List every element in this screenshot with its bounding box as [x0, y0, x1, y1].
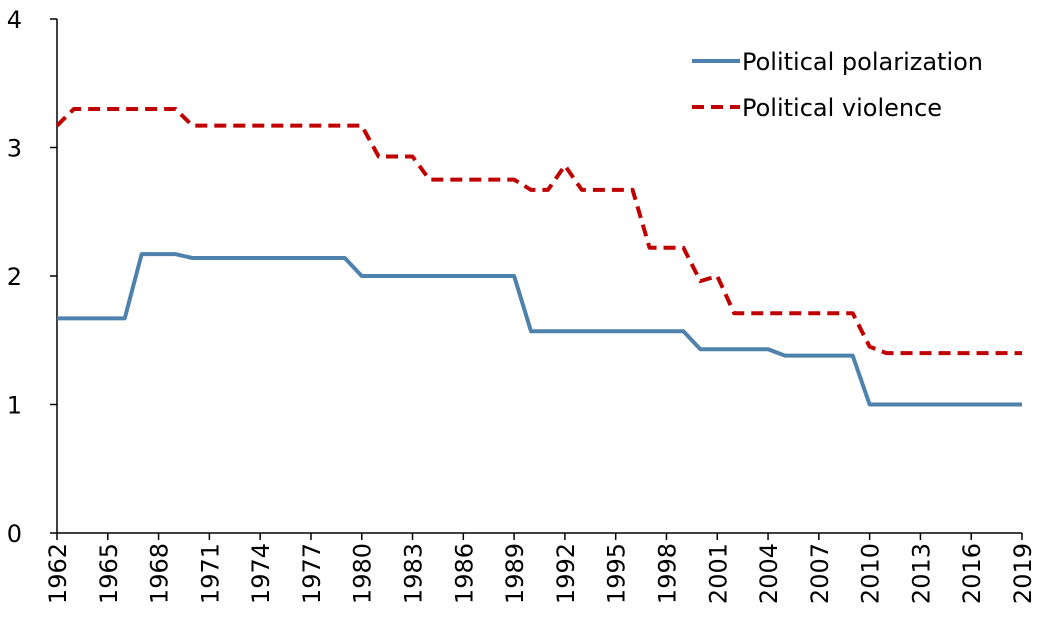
x-tick-label: 2007: [806, 543, 834, 604]
x-tick-label: 2016: [958, 543, 986, 604]
x-tick-label: 1968: [146, 543, 174, 604]
x-tick-label: 1992: [552, 543, 580, 604]
x-tick-label: 1986: [450, 543, 478, 604]
data-line: [57, 252, 1022, 407]
x-tick-label: 1995: [603, 543, 631, 604]
x-tick-label: 2004: [755, 543, 783, 604]
x-tick-label: 1983: [400, 543, 428, 604]
y-tick-label: 3: [7, 135, 22, 163]
y-tick-label: 4: [7, 6, 22, 34]
x-tick-label: 2013: [907, 543, 935, 604]
data-line: [55, 106, 1022, 356]
x-tick-label: 1962: [44, 543, 72, 604]
x-tick-label: 1965: [95, 543, 123, 604]
y-tick-label: 2: [7, 263, 22, 291]
x-tick-label: 2010: [857, 543, 885, 604]
x-tick-label: 1998: [653, 543, 681, 604]
x-tick-label: 2001: [704, 543, 732, 604]
legend-label: Political violence: [742, 94, 942, 122]
y-tick-label: 0: [7, 520, 22, 548]
x-tick-label: 1977: [298, 543, 326, 604]
y-tick-label: 1: [7, 392, 22, 420]
legend-label: Political polarization: [742, 48, 983, 76]
x-tick-label: 1974: [247, 543, 275, 604]
x-tick-label: 1989: [501, 543, 529, 604]
x-tick-label: 2019: [1009, 543, 1037, 604]
x-tick-label: 1971: [196, 543, 224, 604]
x-tick-label: 1980: [349, 543, 377, 604]
